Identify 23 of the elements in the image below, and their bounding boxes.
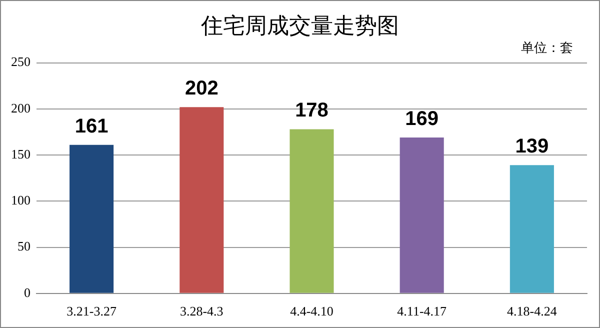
data-label: 139 [515,136,549,158]
y-tick-label: 50 [18,238,30,254]
bar [180,107,224,293]
chart-subtitle: 单位：套 [521,40,573,57]
x-tick-label: 4.11-4.17 [397,304,448,319]
y-tick-label: 100 [11,192,30,208]
x-tick-label: 4.18-4.24 [507,304,558,319]
y-tick-label: 250 [11,54,30,70]
x-tick-label: 3.21-3.27 [66,304,117,319]
chart-title: 住宅周成交量走势图 [200,13,400,41]
data-label: 161 [74,115,108,138]
data-label: 169 [405,108,439,130]
x-tick-label: 3.28-4.3 [180,304,224,319]
bar [400,138,444,293]
data-label: 178 [295,100,328,122]
y-tick-label: 0 [24,284,30,300]
data-label: 202 [184,78,218,100]
x-tick-label: 4.4-4.10 [290,304,334,319]
bar [510,165,554,293]
bar [70,144,114,293]
y-tick-label: 200 [11,100,30,116]
y-tick-label: 150 [11,146,30,162]
bar [290,129,334,293]
